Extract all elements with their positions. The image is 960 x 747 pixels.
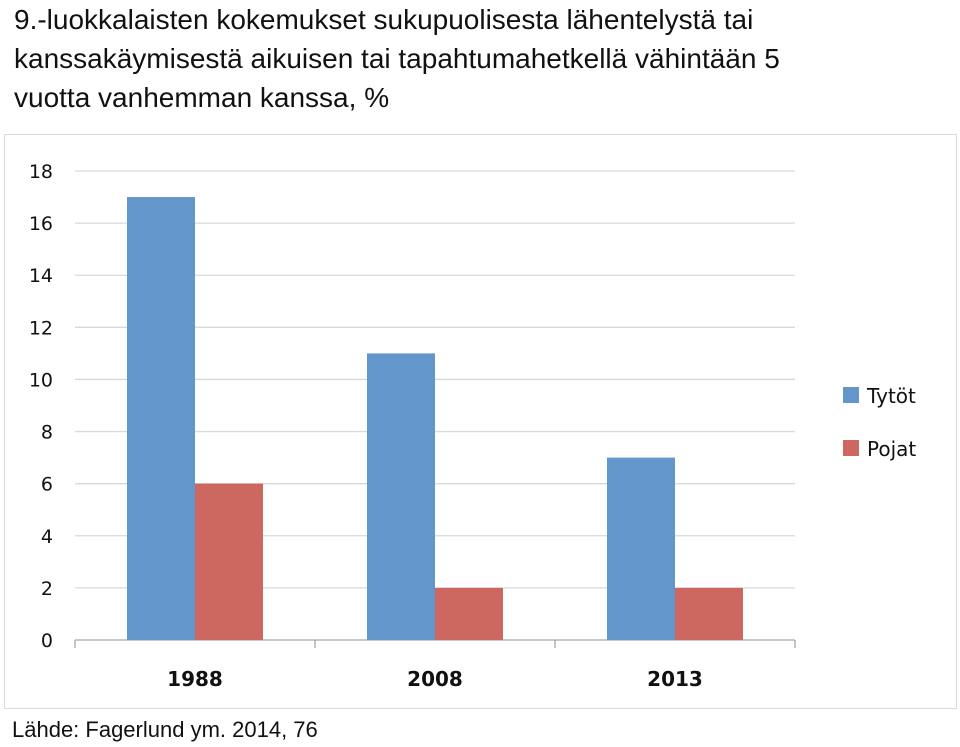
y-tick-label: 6 — [41, 474, 53, 496]
bar-tytöt-1988 — [127, 197, 195, 641]
x-category-label: 2008 — [407, 667, 463, 691]
bar-tytöt-2013 — [607, 457, 675, 640]
y-tick-label: 16 — [29, 213, 53, 235]
y-tick-label: 8 — [41, 422, 53, 444]
legend-swatch — [843, 440, 859, 456]
bar-pojat-1988 — [195, 483, 263, 640]
legend-label: Pojat — [867, 437, 916, 461]
bar-chart: 0 2 4 6 8 10 12 14 16 18 1988 2008 2013 Tytöt Pojat — [29, 161, 917, 691]
y-tick-label: 4 — [41, 526, 53, 548]
chart-title: 9.-luokkalaisten kokemukset sukupuolises… — [14, 0, 954, 117]
y-tick-label: 12 — [29, 317, 53, 339]
title-line-2: kanssakäymisestä aikuisen tai tapahtumah… — [14, 43, 780, 74]
title-line-3: vuotta vanhemman kanssa, % — [14, 82, 390, 113]
title-line-1: 9.-luokkalaisten kokemukset sukupuolises… — [14, 4, 754, 35]
x-category-label: 2013 — [647, 667, 703, 691]
bar-pojat-2013 — [675, 587, 743, 640]
bar-tytöt-2008 — [367, 353, 435, 640]
chart-area: 0 2 4 6 8 10 12 14 16 18 1988 2008 2013 Tytöt Pojat — [4, 134, 957, 709]
bar-pojat-2008 — [435, 587, 503, 640]
y-tick-label: 14 — [29, 265, 53, 287]
legend-swatch — [843, 387, 859, 403]
x-category-label: 1988 — [167, 667, 223, 691]
y-tick-label: 2 — [41, 578, 53, 600]
y-tick-label: 10 — [29, 369, 53, 391]
legend-label: Tytöt — [866, 384, 916, 408]
y-tick-label: 0 — [41, 630, 53, 652]
y-tick-label: 18 — [29, 161, 53, 183]
source-note: Lähde: Fagerlund ym. 2014, 76 — [12, 717, 318, 742]
